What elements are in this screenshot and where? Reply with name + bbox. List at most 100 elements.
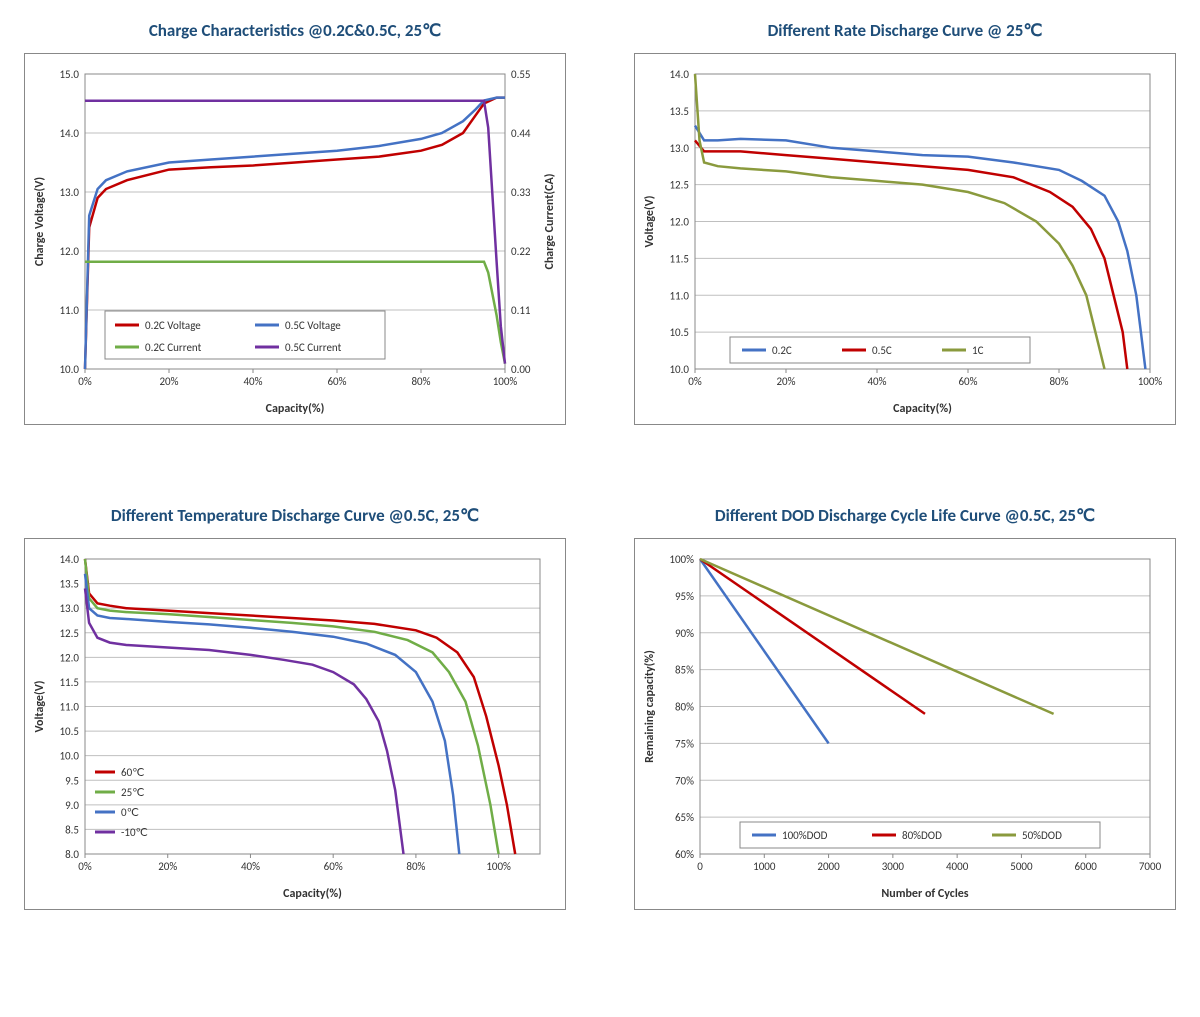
svg-text:0%: 0%	[688, 375, 702, 388]
svg-text:80%: 80%	[411, 375, 430, 388]
svg-text:11.5: 11.5	[59, 676, 79, 689]
svg-text:Charge Voltage(V): Charge Voltage(V)	[33, 177, 47, 266]
chart-1-title: Charge Characteristics @0.2C&0.5C, 25℃	[149, 20, 441, 41]
svg-text:40%: 40%	[243, 375, 262, 388]
svg-text:60℃: 60℃	[121, 766, 145, 779]
svg-text:0℃: 0℃	[121, 806, 139, 819]
svg-text:12.5: 12.5	[669, 179, 689, 192]
svg-text:40%: 40%	[241, 860, 260, 873]
svg-text:1C: 1C	[972, 344, 984, 357]
svg-text:Capacity(%): Capacity(%)	[266, 402, 325, 416]
chart-2-panel: Different Rate Discharge Curve @ 25℃ 10.…	[630, 20, 1180, 425]
svg-text:50%DOD: 50%DOD	[1022, 829, 1062, 842]
chart-2-title: Different Rate Discharge Curve @ 25℃	[768, 20, 1043, 41]
svg-text:100%DOD: 100%DOD	[782, 829, 828, 842]
svg-text:100%: 100%	[493, 375, 518, 388]
svg-text:13.0: 13.0	[669, 142, 689, 155]
svg-text:70%: 70%	[675, 774, 694, 787]
svg-text:60%: 60%	[675, 848, 694, 861]
svg-text:13.5: 13.5	[669, 105, 689, 118]
svg-text:0.2C: 0.2C	[772, 344, 792, 357]
chart-1-panel: Charge Characteristics @0.2C&0.5C, 25℃ 1…	[20, 20, 570, 425]
svg-text:11.0: 11.0	[59, 701, 79, 714]
chart-3-panel: Different Temperature Discharge Curve @0…	[20, 505, 570, 910]
svg-text:11.0: 11.0	[669, 289, 689, 302]
svg-text:14.0: 14.0	[59, 127, 79, 140]
svg-text:Voltage(V): Voltage(V)	[643, 195, 657, 247]
svg-text:9.0: 9.0	[65, 799, 79, 812]
svg-text:15.0: 15.0	[59, 68, 79, 81]
svg-text:25℃: 25℃	[121, 786, 145, 799]
svg-text:12.0: 12.0	[59, 651, 79, 664]
svg-text:40%: 40%	[867, 375, 886, 388]
svg-text:Capacity(%): Capacity(%)	[893, 402, 952, 416]
svg-text:85%: 85%	[675, 664, 694, 677]
svg-text:10.5: 10.5	[59, 725, 79, 738]
svg-text:0.11: 0.11	[511, 304, 531, 317]
svg-text:0.2C Voltage: 0.2C Voltage	[145, 319, 201, 332]
svg-text:65%: 65%	[675, 811, 694, 824]
svg-text:10.0: 10.0	[59, 750, 79, 763]
chart-4-box: 60%65%70%75%80%85%90%95%100%010002000300…	[634, 538, 1176, 910]
svg-text:80%: 80%	[675, 701, 694, 714]
svg-text:11.5: 11.5	[669, 252, 689, 265]
chart-grid: Charge Characteristics @0.2C&0.5C, 25℃ 1…	[20, 20, 1180, 910]
svg-text:0.33: 0.33	[511, 186, 531, 199]
svg-text:75%: 75%	[675, 737, 694, 750]
svg-text:8.5: 8.5	[65, 823, 79, 836]
chart-4-panel: Different DOD Discharge Cycle Life Curve…	[630, 505, 1180, 910]
svg-text:6000: 6000	[1075, 860, 1098, 873]
svg-text:0: 0	[697, 860, 703, 873]
svg-text:Voltage(V): Voltage(V)	[33, 680, 47, 732]
svg-text:100%: 100%	[1138, 375, 1163, 388]
svg-text:20%: 20%	[158, 860, 177, 873]
svg-text:Number of Cycles: Number of Cycles	[881, 887, 968, 901]
svg-text:0%: 0%	[78, 860, 92, 873]
svg-text:60%: 60%	[327, 375, 346, 388]
svg-text:14.0: 14.0	[669, 68, 689, 81]
svg-text:20%: 20%	[776, 375, 795, 388]
svg-text:12.5: 12.5	[59, 627, 79, 640]
svg-text:2000: 2000	[817, 860, 840, 873]
svg-text:0.5C: 0.5C	[872, 344, 892, 357]
svg-text:90%: 90%	[675, 627, 694, 640]
svg-text:0.55: 0.55	[511, 68, 531, 81]
svg-text:0%: 0%	[78, 375, 92, 388]
svg-text:95%: 95%	[675, 590, 694, 603]
svg-text:0.5C Current: 0.5C Current	[285, 341, 342, 354]
svg-text:0.5C Voltage: 0.5C Voltage	[285, 319, 341, 332]
chart-4-title: Different DOD Discharge Cycle Life Curve…	[715, 505, 1095, 526]
svg-text:4000: 4000	[946, 860, 969, 873]
svg-text:13.0: 13.0	[59, 186, 79, 199]
svg-text:1000: 1000	[753, 860, 776, 873]
chart-2-box: 10.010.511.011.512.012.513.013.514.00%20…	[634, 53, 1176, 425]
svg-text:3000: 3000	[882, 860, 905, 873]
svg-text:Capacity(%): Capacity(%)	[283, 887, 342, 901]
svg-text:14.0: 14.0	[59, 553, 79, 566]
chart-3-box: 8.0 8.5 9.0 9.5 10.0 10.5 11.0 11.5 12.0 12.5 13.0…	[24, 538, 566, 910]
svg-text:9.5: 9.5	[65, 774, 79, 787]
svg-text:8.0: 8.0	[65, 848, 79, 861]
svg-text:11.0: 11.0	[59, 304, 79, 317]
svg-text:10.5: 10.5	[669, 326, 689, 339]
chart-3-title: Different Temperature Discharge Curve @0…	[111, 505, 479, 526]
svg-text:10.0: 10.0	[59, 363, 79, 376]
svg-text:5000: 5000	[1010, 860, 1033, 873]
svg-text:20%: 20%	[159, 375, 178, 388]
svg-text:80%DOD: 80%DOD	[902, 829, 942, 842]
svg-text:-10℃: -10℃	[121, 826, 148, 839]
svg-text:12.0: 12.0	[59, 245, 79, 258]
svg-text:13.5: 13.5	[59, 578, 79, 591]
svg-text:0.22: 0.22	[511, 245, 531, 258]
svg-text:10.0: 10.0	[669, 363, 689, 376]
svg-text:0.2C Current: 0.2C Current	[145, 341, 202, 354]
svg-text:0.44: 0.44	[511, 127, 531, 140]
svg-text:7000: 7000	[1139, 860, 1162, 873]
svg-text:60%: 60%	[324, 860, 343, 873]
chart-1-box: 10.011.012.013.014.015.00.000.110.220.33…	[24, 53, 566, 425]
svg-text:Remaining capacity(%): Remaining capacity(%)	[643, 650, 657, 763]
svg-text:Charge Current(CA): Charge Current(CA)	[543, 174, 557, 270]
svg-text:100%: 100%	[486, 860, 511, 873]
svg-text:60%: 60%	[958, 375, 977, 388]
svg-text:13.0: 13.0	[59, 602, 79, 615]
